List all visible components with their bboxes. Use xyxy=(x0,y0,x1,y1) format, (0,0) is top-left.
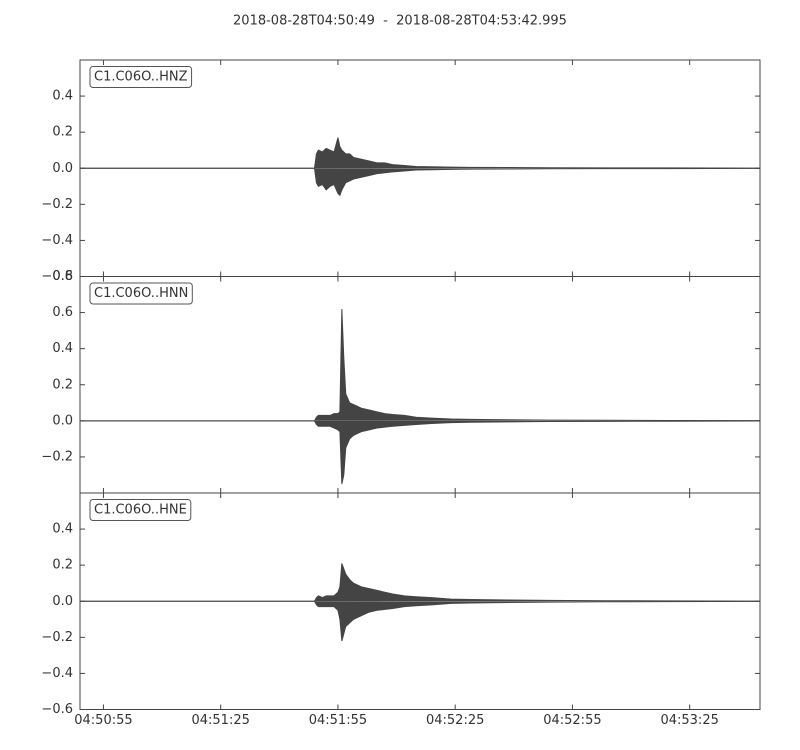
panel-frame xyxy=(79,276,761,494)
trace-min xyxy=(80,420,761,485)
y-tick-label: 0.2 xyxy=(52,125,73,140)
x-tick-label: 04:50:55 xyxy=(74,713,132,728)
panel-label-box xyxy=(89,282,193,305)
chart-title: 2018-08-28T04:50:49 - 2018-08-28T04:53:4… xyxy=(233,14,567,29)
trace-max xyxy=(80,308,761,422)
y-tick-label: 0.2 xyxy=(52,377,73,392)
y-tick-label: −0.6 xyxy=(41,702,73,717)
x-tick-label: 04:51:25 xyxy=(191,713,249,728)
y-tick-label: −0.2 xyxy=(41,197,73,212)
y-tick-label: −0.2 xyxy=(41,449,73,464)
y-tick-label: 0.0 xyxy=(52,161,73,176)
trace-min xyxy=(80,167,761,197)
x-tick-label: 04:52:25 xyxy=(426,713,484,728)
y-tick-label: 0.4 xyxy=(52,522,73,537)
panel-label-box xyxy=(89,66,193,88)
trace-max xyxy=(80,563,761,602)
x-tick-label: 04:53:25 xyxy=(660,713,718,728)
y-tick-label: 0.2 xyxy=(52,558,73,573)
y-tick-label: 0.4 xyxy=(52,89,73,104)
panel-label-box xyxy=(89,499,192,521)
y-tick-label: −0.4 xyxy=(41,666,73,681)
trace-min xyxy=(80,600,761,642)
panel-label: C1.C06O..HNE xyxy=(94,503,187,518)
y-tick-label: 0.4 xyxy=(52,341,73,356)
panel-label: C1.C06O..HNN xyxy=(94,286,188,301)
x-tick-label: 04:51:55 xyxy=(309,713,367,728)
panel-label: C1.C06O..HNZ xyxy=(94,70,188,85)
y-tick-label: 0.0 xyxy=(52,594,73,609)
y-tick-label: 0.8 xyxy=(52,269,73,284)
y-tick-label: 0.6 xyxy=(52,305,73,320)
y-tick-label: −0.2 xyxy=(41,630,73,645)
y-tick-label: 0.0 xyxy=(52,413,73,428)
x-tick-label: 04:52:55 xyxy=(543,713,601,728)
trace-max xyxy=(80,137,761,169)
y-tick-label: −0.4 xyxy=(41,233,73,248)
y-tick-label: −0.6 xyxy=(41,269,73,284)
